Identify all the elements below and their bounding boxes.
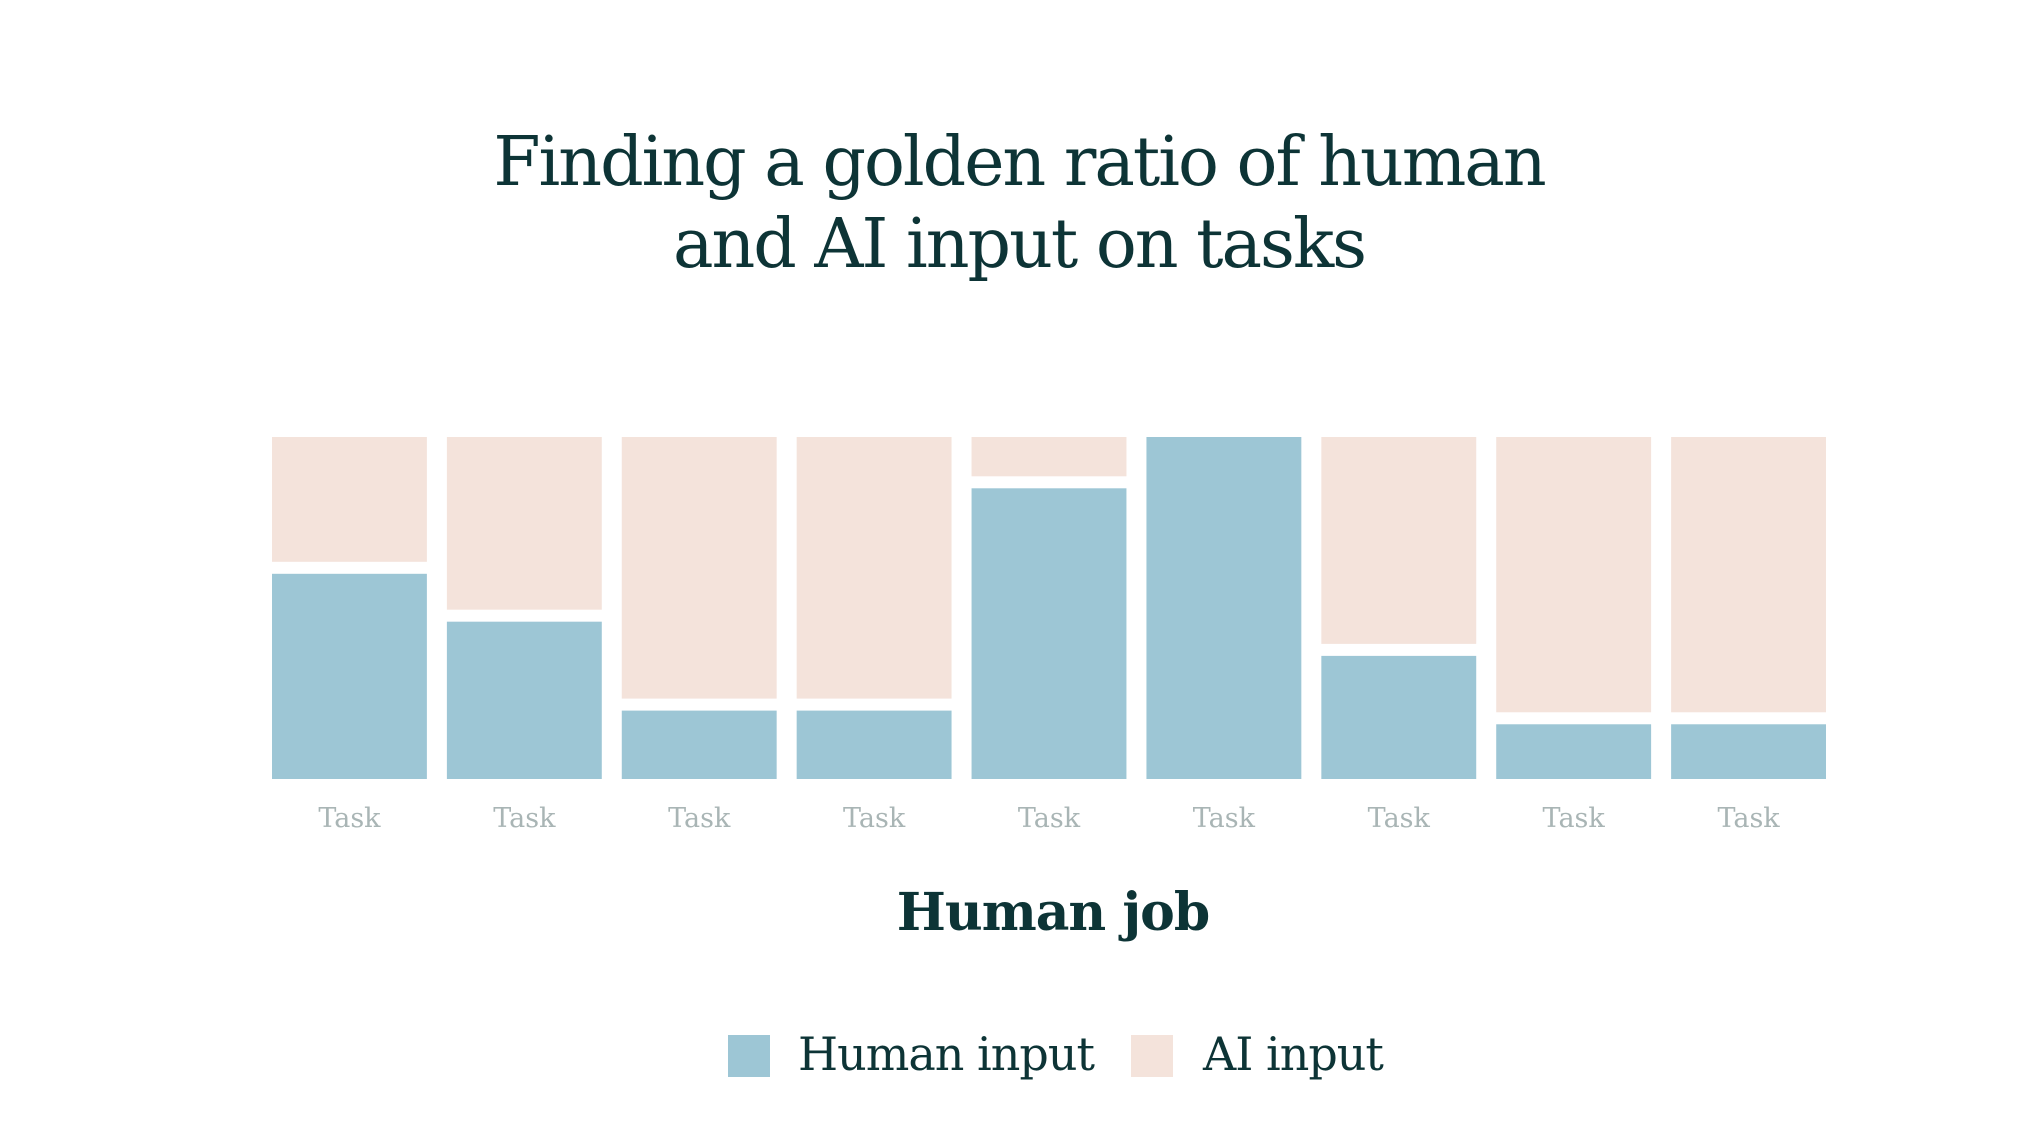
bar-human-input-6 bbox=[1146, 437, 1302, 779]
bar-ai-input-5 bbox=[971, 437, 1127, 477]
x-tick-label-1: Task bbox=[318, 803, 381, 834]
legend: Human input AI input bbox=[0, 1028, 2038, 1088]
x-tick-label-7: Task bbox=[1368, 803, 1431, 834]
chart-title-line-1: Finding a golden ratio of human bbox=[493, 123, 1546, 202]
bar-ai-input-9 bbox=[1671, 437, 1826, 713]
bar-ai-input-1 bbox=[272, 437, 427, 562]
bar-human-input-3 bbox=[621, 710, 777, 779]
x-tick-label-4: Task bbox=[843, 803, 906, 834]
x-tick-label-9: Task bbox=[1717, 803, 1780, 834]
legend-label-ai-input: AI input bbox=[1203, 1027, 1384, 1081]
x-tick-label-3: Task bbox=[668, 803, 731, 834]
bar-human-input-5 bbox=[971, 488, 1127, 779]
chart-title-line-2: and AI input on tasks bbox=[672, 205, 1367, 284]
bar-human-input-9 bbox=[1671, 724, 1826, 779]
bar-ai-input-4 bbox=[796, 437, 952, 699]
x-tick-label-6: Task bbox=[1193, 803, 1256, 834]
x-axis-title: Human job bbox=[896, 882, 1210, 943]
x-tick-label-5: Task bbox=[1018, 803, 1081, 834]
bar-ai-input-2 bbox=[446, 437, 602, 610]
bar-human-input-4 bbox=[796, 710, 952, 779]
legend-swatch-human-input bbox=[728, 1035, 770, 1077]
bar-chart: Task Task Task Task Task Task Task Task Task bbox=[272, 437, 1826, 834]
x-tick-label-8: Task bbox=[1543, 803, 1606, 834]
legend-label-human-input: Human input bbox=[798, 1027, 1095, 1081]
bar-ai-input-8 bbox=[1496, 437, 1652, 713]
legend-swatch-ai-input bbox=[1131, 1035, 1173, 1077]
chart-title: Finding a golden ratio of human and AI i… bbox=[0, 122, 2038, 286]
bar-ai-input-3 bbox=[621, 437, 777, 699]
bar-ai-input-7 bbox=[1321, 437, 1477, 644]
bar-human-input-7 bbox=[1321, 655, 1477, 779]
bar-human-input-2 bbox=[446, 621, 602, 779]
bar-human-input-8 bbox=[1496, 724, 1652, 779]
x-tick-label-2: Task bbox=[493, 803, 556, 834]
bar-human-input-1 bbox=[272, 573, 427, 779]
